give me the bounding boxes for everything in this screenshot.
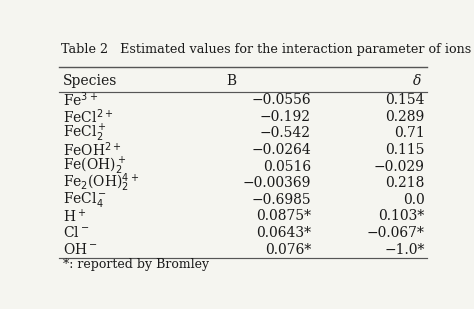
Text: B: B [226, 74, 236, 87]
Text: −0.00369: −0.00369 [243, 176, 311, 190]
Text: 0.115: 0.115 [385, 143, 425, 157]
Text: Species: Species [63, 74, 117, 87]
Text: 0.154: 0.154 [385, 93, 425, 107]
Text: −0.192: −0.192 [260, 110, 311, 124]
Text: −0.067*: −0.067* [367, 226, 425, 240]
Text: 0.0875*: 0.0875* [256, 210, 311, 223]
Text: −0.542: −0.542 [260, 126, 311, 140]
Text: OH$^-$: OH$^-$ [63, 242, 98, 257]
Text: 0.218: 0.218 [385, 176, 425, 190]
Text: H$^+$: H$^+$ [63, 208, 86, 225]
Text: 0.289: 0.289 [385, 110, 425, 124]
Text: 0.0643*: 0.0643* [256, 226, 311, 240]
Text: 0.076*: 0.076* [264, 243, 311, 256]
Text: 0.103*: 0.103* [379, 210, 425, 223]
Text: FeCl$^{2+}$: FeCl$^{2+}$ [63, 108, 113, 126]
Text: −0.6985: −0.6985 [251, 193, 311, 207]
Text: −0.0556: −0.0556 [251, 93, 311, 107]
Text: −0.029: −0.029 [374, 159, 425, 174]
Text: Fe$^{3+}$: Fe$^{3+}$ [63, 91, 98, 109]
Text: FeCl$_4^-$: FeCl$_4^-$ [63, 190, 107, 209]
Text: 0.0: 0.0 [403, 193, 425, 207]
Text: δ: δ [413, 74, 421, 87]
Text: FeCl$_2^+$: FeCl$_2^+$ [63, 123, 107, 144]
Text: Fe$_2$(OH)$_2^{4+}$: Fe$_2$(OH)$_2^{4+}$ [63, 172, 139, 194]
Text: FeOH$^{2+}$: FeOH$^{2+}$ [63, 141, 121, 159]
Text: Fe(OH)$_2^+$: Fe(OH)$_2^+$ [63, 156, 126, 177]
Text: *: reported by Bromley: *: reported by Bromley [63, 258, 209, 271]
Text: 0.71: 0.71 [394, 126, 425, 140]
Text: 0.0516: 0.0516 [263, 159, 311, 174]
Text: Cl$^-$: Cl$^-$ [63, 226, 89, 240]
Text: −1.0*: −1.0* [384, 243, 425, 256]
Text: −0.0264: −0.0264 [251, 143, 311, 157]
Text: Table 2   Estimated values for the interaction parameter of ions at 25°C.: Table 2 Estimated values for the interac… [61, 43, 474, 56]
